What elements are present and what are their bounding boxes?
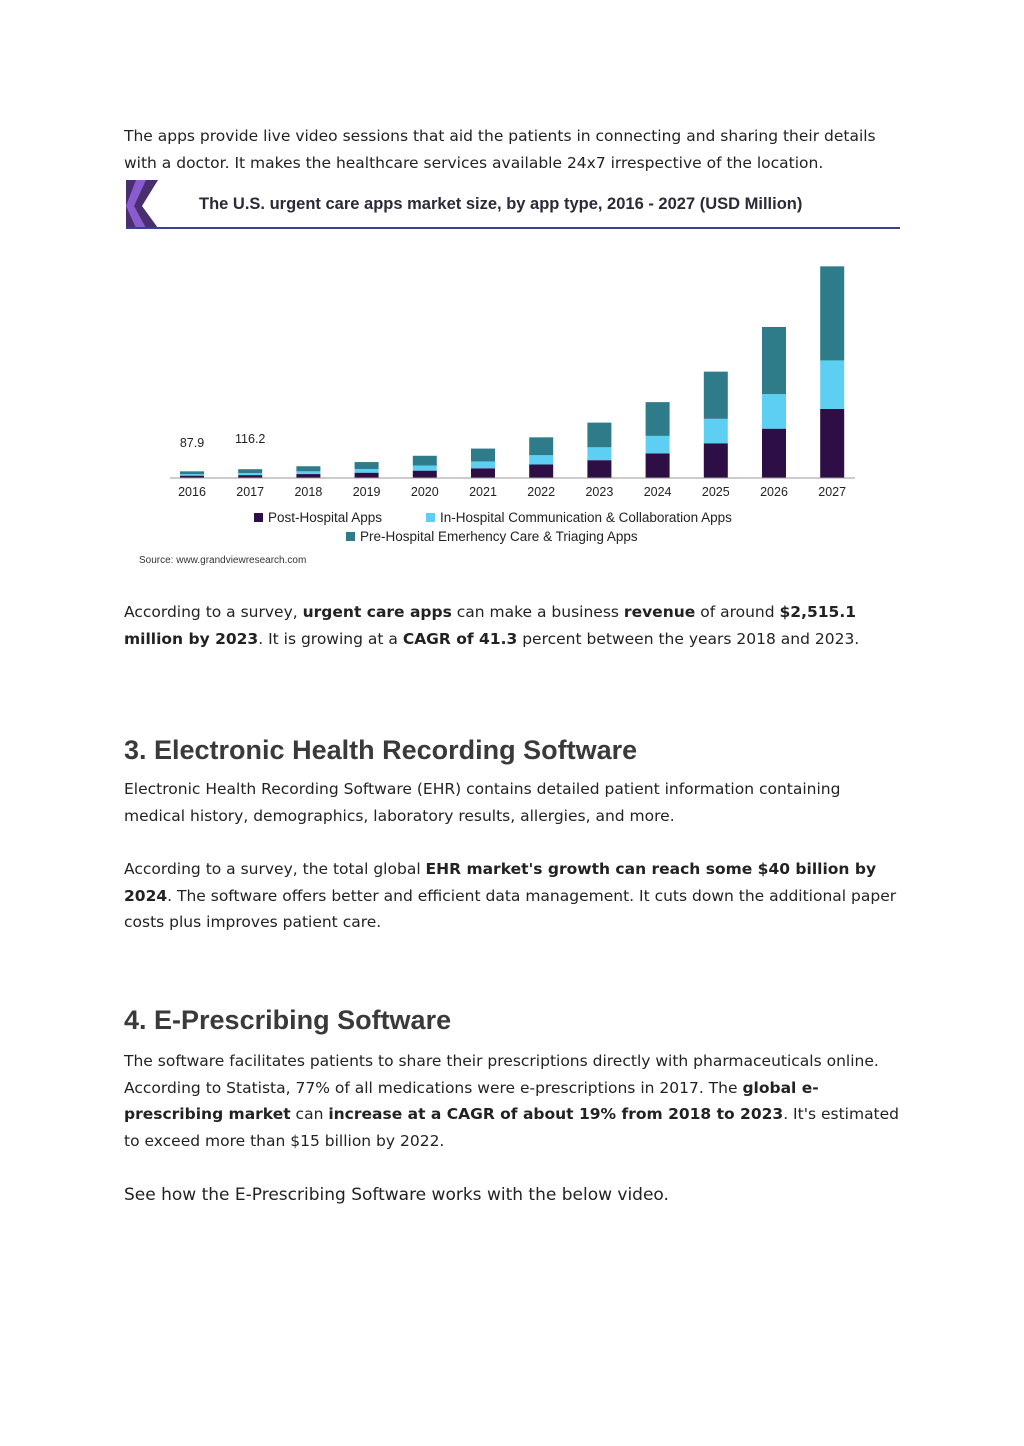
text-run: According to a survey, [124,603,303,621]
bold-erx-market: global e-prescribing market [124,1078,819,1124]
legend-label: Pre-Hospital Emerhency Care & Triaging A… [360,529,638,544]
bar-2026-series-3 [762,326,786,395]
bar-2027-series-1 [820,408,845,478]
bar-2025-series-1 [703,443,728,478]
text-run: The software facilitates patients to sha… [124,1052,879,1097]
bar-2025-series-2 [703,418,728,444]
bar-2024-series-1 [645,453,670,478]
bold-ehr-growth: EHR market's growth can reach some $40 b… [124,860,877,905]
bar-2017-series-3 [238,469,263,473]
bar-2018-series-2 [296,471,321,475]
market-size-chart: The U.S. urgent care apps market size, b… [126,180,900,566]
text-run: . It's estimated to exceed more than $15… [124,1105,900,1150]
bar-2020-series-2 [412,465,437,471]
x-tick-label: 2016 [178,485,206,499]
bar-2024-series-3 [645,402,670,436]
text-run: According to a survey, the total global [124,860,426,878]
x-tick-label: 2018 [294,485,322,499]
data-labels: 87.9 116.2 [180,432,266,450]
revenue-paragraph: According to a survey, urgent care apps … [124,599,904,652]
data-label: 87.9 [180,436,204,450]
bar-2023-series-1 [587,460,612,478]
bold-urgent-care-apps: urgent care apps [302,603,452,621]
bold-erx-cagr: increase at a CAGR of about 19% from 201… [328,1105,784,1123]
bar-2023-series-2 [587,447,612,461]
bar-2020-series-3 [412,455,437,466]
bar-2018-series-1 [296,474,321,478]
bar-2016-series-2 [180,474,204,476]
x-tick-label: 2025 [702,485,730,499]
ehr-paragraph-1: Electronic Health Recording Software (EH… [124,780,841,825]
bold-revenue: revenue [623,603,696,621]
bar-2017-series-2 [238,472,263,476]
intro-paragraph: The apps provide live video sessions tha… [124,127,876,172]
text-run: can make a business [451,603,624,621]
text-run: percent between the years 2018 and 2023. [517,629,860,648]
x-tick-label: 2020 [411,485,439,499]
x-tick-label: 2027 [818,485,846,499]
text-run: . The software offers better and efficie… [124,886,897,932]
text-run: of around [695,603,780,621]
erx-heading: 4. E-Prescribing Software [124,1005,452,1035]
text-run: . It is growing at a [258,629,403,648]
bar-2022-series-1 [529,464,554,478]
bar-2016-series-1 [180,475,204,478]
bar-2024-series-2 [645,435,670,454]
bar-2021-series-3 [471,448,495,462]
bar-2019-series-1 [354,472,379,478]
bar-2021-series-1 [471,468,495,478]
banner-logo-accent [126,180,146,228]
ehr-heading: 3. Electronic Health Recording Software [124,735,638,765]
ehr-paragraph-2: According to a survey, the total global … [124,856,904,936]
legend-label: In-Hospital Communication & Collaboratio… [440,510,732,525]
bar-2017-series-1 [238,475,263,478]
x-tick-label: 2023 [585,485,613,499]
bar-2020-series-1 [412,470,437,478]
bar-2019-series-3 [354,462,379,469]
video-intro-line: See how the E-Prescribing Software works… [124,1185,669,1205]
bar-2027-series-2 [820,360,845,409]
bar-2018-series-3 [296,466,321,472]
bar-2027-series-3 [820,266,845,361]
legend-swatch [426,513,435,522]
x-tick-label: 2026 [760,485,788,499]
x-tick-label: 2021 [469,485,497,499]
legend-label: Post-Hospital Apps [268,510,382,525]
x-tick-labels: 2016 2017 2018 2019 2020 2021 2022 2023 2024 2025… [178,485,846,499]
chart-source: Source: www.grandviewresearch.com [139,555,306,566]
text-run: can [290,1105,329,1123]
chart-legend: Post-Hospital Apps In-Hospital Communicat… [254,510,732,544]
bar-2016-series-3 [180,471,204,475]
erx-paragraph: The software facilitates patients to sha… [124,1048,904,1154]
bold-cagr: CAGR of 41.3 [402,629,518,648]
data-label: 116.2 [235,432,265,446]
bar-2025-series-3 [703,371,728,419]
bars-group [180,266,845,478]
bar-2019-series-2 [354,468,379,473]
legend-swatch [254,513,263,522]
x-tick-label: 2022 [527,485,555,499]
legend-swatch [346,532,355,541]
x-tick-label: 2024 [644,485,672,499]
bar-2026-series-2 [762,394,786,429]
bar-2023-series-3 [587,422,612,448]
bar-2021-series-2 [471,461,495,469]
x-tick-label: 2017 [236,485,264,499]
x-tick-label: 2019 [353,485,381,499]
bar-2022-series-2 [529,455,554,465]
bar-2022-series-3 [529,437,554,456]
bar-2026-series-1 [762,428,786,478]
bold-revenue-figure: $2,515.1 million by 2023 [124,603,857,648]
chart-title: The U.S. urgent care apps market size, b… [199,195,802,213]
